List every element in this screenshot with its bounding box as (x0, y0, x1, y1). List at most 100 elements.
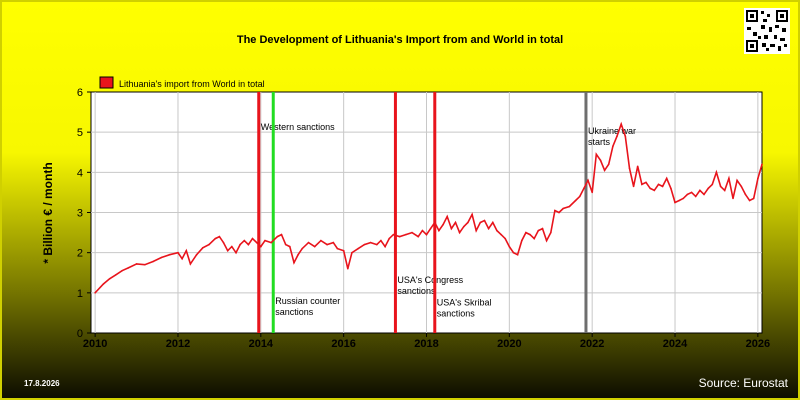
data-point (226, 249, 229, 252)
data-point (264, 239, 266, 242)
data-point (665, 177, 668, 180)
data-point (500, 233, 502, 236)
data-point (458, 231, 461, 234)
data-point (463, 225, 465, 228)
data-point (568, 205, 571, 208)
data-point (496, 229, 498, 232)
data-point (748, 199, 751, 202)
source-label: Source: Eurostat (698, 376, 788, 390)
data-point (301, 247, 304, 250)
data-point (525, 231, 527, 234)
data-point (392, 233, 395, 236)
data-point (550, 231, 552, 234)
data-point (645, 181, 647, 184)
data-point (678, 199, 680, 202)
x-tick-label: 2020 (497, 338, 521, 350)
grid-lines (91, 92, 762, 333)
data-point (115, 274, 117, 276)
event-label-line: sanctions (397, 286, 436, 296)
qr-code-icon (744, 8, 790, 54)
event-label-line: USA's Skribal (437, 298, 492, 308)
data-point (369, 241, 372, 244)
y-axis-label: * Billion € / month (41, 162, 55, 263)
data-point (744, 193, 747, 196)
data-point (239, 243, 241, 246)
data-point (719, 185, 722, 188)
data-point (686, 193, 689, 196)
data-point (587, 179, 589, 182)
data-point (657, 183, 660, 186)
data-point (189, 263, 192, 265)
x-tick-label: 2012 (166, 338, 190, 350)
event-label: Ukraine war starts (588, 126, 636, 147)
data-point (467, 221, 469, 224)
data-point (380, 239, 382, 242)
data-point (521, 239, 523, 242)
data-point (218, 235, 221, 238)
data-point (508, 245, 511, 248)
data-point (599, 159, 602, 162)
data-point (411, 231, 413, 234)
y-tick-label: 1 (77, 288, 83, 300)
y-tick-label: 5 (77, 127, 83, 139)
data-point (529, 233, 531, 236)
data-point (421, 229, 424, 232)
data-point (177, 251, 179, 254)
date-stamp: 17.8.2026 (24, 379, 60, 388)
data-point (342, 249, 345, 252)
data-point (127, 267, 130, 269)
data-point (144, 263, 146, 266)
data-point (388, 237, 391, 240)
legend-label: Lithuania's import from World in total (119, 79, 265, 89)
data-point (168, 253, 171, 256)
x-tick-label: 2018 (414, 338, 438, 350)
data-point (185, 249, 188, 252)
data-point (363, 243, 366, 246)
data-point (121, 269, 123, 272)
data-point (541, 227, 544, 230)
data-point (326, 243, 328, 246)
data-point (703, 193, 705, 196)
data-point (247, 243, 250, 246)
data-point (533, 237, 535, 240)
event-label-line: Ukraine war (588, 126, 636, 136)
data-point (231, 245, 233, 248)
data-point (222, 241, 225, 244)
series-points (94, 123, 763, 294)
data-point (94, 292, 96, 294)
data-point (728, 177, 730, 180)
data-point (351, 251, 353, 254)
y-tick-label: 0 (77, 328, 83, 340)
data-point (160, 256, 163, 259)
data-point (347, 267, 349, 270)
data-point (214, 237, 217, 240)
data-point (276, 235, 279, 238)
data-point (674, 201, 676, 204)
data-point (454, 221, 457, 224)
data-point (574, 199, 577, 202)
event-label-line: starts (588, 137, 611, 147)
data-point (562, 207, 564, 210)
data-point (479, 221, 482, 224)
data-point (289, 245, 291, 248)
x-tick-label: 2014 (249, 338, 274, 350)
data-point (102, 283, 105, 285)
data-point (516, 253, 519, 256)
data-point (405, 233, 407, 236)
data-point (715, 171, 718, 174)
data-point (682, 197, 685, 200)
data-point (434, 221, 436, 224)
data-point (307, 241, 310, 244)
event-label: USA's Congress sanctions (397, 275, 463, 296)
event-label-line: Russian counter (275, 296, 340, 306)
data-point (398, 235, 401, 238)
data-point (595, 153, 598, 156)
data-point (583, 187, 585, 190)
data-point (616, 135, 618, 137)
data-point (450, 227, 453, 230)
data-point (384, 245, 386, 248)
x-tick-label: 2024 (663, 338, 688, 350)
y-tick-label: 6 (77, 87, 83, 99)
data-point (152, 260, 154, 263)
